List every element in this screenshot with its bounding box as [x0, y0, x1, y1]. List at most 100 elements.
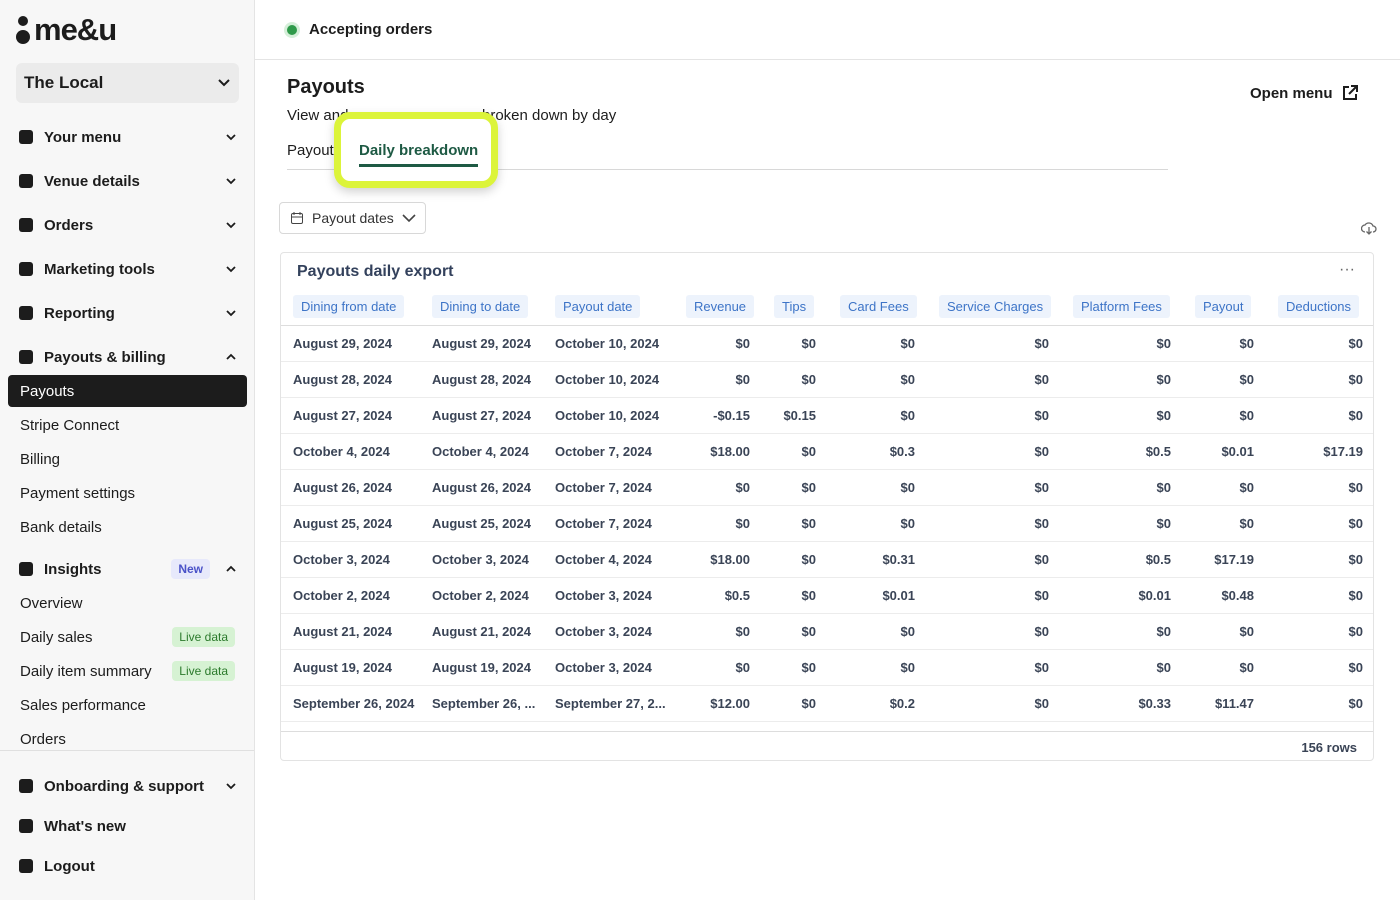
date-filter[interactable]: Payout dates — [279, 202, 426, 234]
header-row: Dining from date Dining to date Payout dat… — [281, 289, 1373, 326]
nav-item[interactable]: Venue details — [18, 170, 236, 192]
table-row: August 21, 2024 August 21, 2024 October 3,… — [281, 613, 1373, 650]
sub-nav-item[interactable]: Daily item summary Live data — [8, 655, 247, 687]
sub-nav-label: Orders — [20, 730, 66, 748]
nav-item[interactable]: Reporting — [18, 302, 236, 324]
sub-nav-item[interactable]: Payouts — [8, 375, 247, 407]
table-row: August 26, 2024 August 26, 2024 October 7,… — [281, 469, 1373, 506]
table-cell: $0 — [1183, 505, 1266, 542]
nav-label: Logout — [44, 857, 95, 875]
table-cell: $0 — [1061, 505, 1183, 542]
table-cell: October 4, 2024 — [281, 433, 420, 470]
column-header[interactable]: Deductions — [1266, 289, 1373, 326]
table-cell: $18.00 — [674, 433, 762, 470]
tabs: Payout — [287, 138, 1168, 170]
table-cell: October 4, 2024 — [543, 541, 674, 578]
column-header[interactable]: Service Charges — [927, 289, 1061, 326]
sub-nav-item[interactable]: Bank details — [8, 511, 247, 543]
table-cell: $17.19 — [1266, 433, 1373, 470]
table-title: Payouts daily export — [297, 263, 454, 280]
more-menu[interactable]: ··· — [1339, 261, 1355, 278]
table-cell: October 3, 2024 — [543, 613, 674, 650]
table-cell: $0 — [1266, 613, 1373, 650]
sub-nav-item[interactable]: Payment settings — [8, 477, 247, 509]
highlight — [334, 112, 498, 188]
sub-nav-item[interactable]: Stripe Connect — [8, 409, 247, 441]
chevron — [218, 79, 230, 87]
nav-label: Payouts & billing — [44, 348, 166, 366]
external-icon — [1342, 85, 1358, 100]
column-header[interactable]: Dining from date — [281, 289, 420, 326]
logo[interactable]: me&u — [16, 12, 117, 48]
footer-nav-item[interactable]: What's new — [18, 815, 236, 837]
table-cell: October 3, 2024 — [281, 541, 420, 578]
table-cell: $0 — [828, 361, 927, 398]
table-cell: $0 — [674, 361, 762, 398]
column-label: Tips — [774, 295, 815, 319]
filter-label: Payout dates — [312, 210, 394, 226]
open-menu[interactable]: Open menu — [1250, 84, 1359, 102]
nav-item[interactable]: Your menu — [18, 126, 236, 148]
sub-nav-label: Payment settings — [20, 484, 136, 502]
data-table: Dining from date Dining to date Payout dat… — [281, 289, 1373, 722]
table-cell: October 7, 2024 — [543, 469, 674, 506]
footer-nav-item[interactable]: Onboarding & support — [18, 775, 236, 797]
table-cell: $0 — [1266, 505, 1373, 542]
table-cell: $0 — [927, 541, 1061, 578]
sub-nav-item[interactable]: Billing — [8, 443, 247, 475]
nav-item[interactable]: Marketing tools — [18, 258, 236, 280]
table-cell: September 26, 2024 — [281, 685, 420, 722]
sub-nav-item[interactable]: Orders — [8, 723, 247, 750]
table-cell: -$0.15 — [674, 397, 762, 434]
table-cell: $0 — [1266, 649, 1373, 686]
logo-mark — [16, 16, 30, 44]
table-row: August 27, 2024 August 27, 2024 October 10… — [281, 397, 1373, 434]
venue-select[interactable]: The Local — [16, 63, 239, 103]
table-row: October 3, 2024 October 3, 2024 October 4,… — [281, 541, 1373, 578]
nav-icon — [19, 859, 33, 873]
table-cell: $0.5 — [1061, 433, 1183, 470]
table-row: August 25, 2024 August 25, 2024 October 7,… — [281, 505, 1373, 542]
column-label: Card Fees — [840, 295, 917, 319]
table-cell: $0 — [1266, 469, 1373, 506]
sub-nav-item[interactable]: Daily sales Live data — [8, 621, 247, 653]
nav-icon — [19, 819, 33, 833]
nav-item[interactable]: Orders — [18, 214, 236, 236]
order-status[interactable]: Accepting orders — [287, 21, 432, 38]
tab-active[interactable]: Daily breakdown — [359, 142, 479, 167]
table-cell: $0 — [674, 649, 762, 686]
column-header[interactable]: Tips — [762, 289, 828, 326]
table-cell: $0 — [1061, 469, 1183, 506]
column-header[interactable]: Platform Fees — [1061, 289, 1183, 326]
table-cell: $17.19 — [1183, 541, 1266, 578]
column-header[interactable]: Payout — [1183, 289, 1266, 326]
table-cell: $0.48 — [1183, 577, 1266, 614]
nav-item[interactable]: Payouts & billing — [18, 346, 236, 368]
nav-icon — [19, 130, 33, 144]
table-cell: $0 — [828, 469, 927, 506]
chevron — [226, 353, 236, 360]
sidebar: me&u The Local Your menu Venue details Ord… — [0, 0, 255, 900]
table-cell: $0 — [762, 613, 828, 650]
column-header[interactable]: Payout date — [543, 289, 674, 326]
sub-nav-item[interactable]: Overview — [8, 587, 247, 619]
table-cell: $0 — [927, 505, 1061, 542]
download-icon[interactable] — [1361, 221, 1377, 235]
column-header[interactable]: Card Fees — [828, 289, 927, 326]
chevron — [402, 214, 416, 223]
table-cell: $0 — [762, 685, 828, 722]
tab[interactable]: Payout — [287, 142, 334, 159]
column-header[interactable]: Revenue — [674, 289, 762, 326]
chevron — [226, 266, 236, 273]
table-cell: $0 — [1061, 361, 1183, 398]
footer-nav-item[interactable]: Logout — [18, 855, 236, 877]
table-row: October 2, 2024 October 2, 2024 October 3,… — [281, 577, 1373, 614]
table-cell: $0 — [762, 505, 828, 542]
table-cell: August 29, 2024 — [420, 325, 543, 362]
table-cell: $0 — [1266, 577, 1373, 614]
chevron — [226, 565, 236, 572]
sub-nav-item[interactable]: Sales performance — [8, 689, 247, 721]
nav-item[interactable]: Insights New — [18, 558, 236, 580]
table-cell: $0.2 — [828, 685, 927, 722]
column-header[interactable]: Dining to date — [420, 289, 543, 326]
